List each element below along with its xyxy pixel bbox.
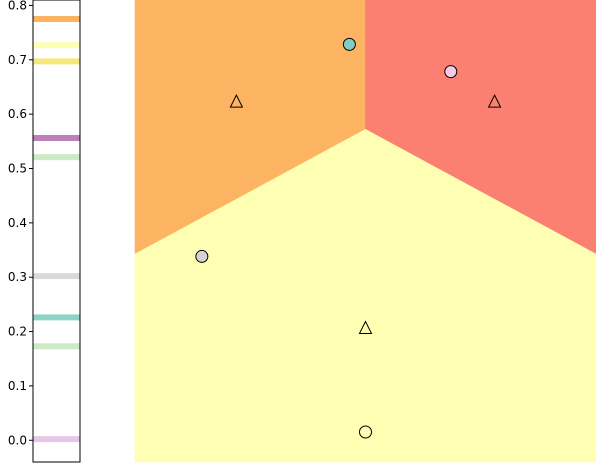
triangle-marker	[487, 93, 502, 108]
region-red	[365, 0, 596, 255]
region-fills	[134, 0, 596, 463]
strip-y-ticks: 0.0 0.1 0.2 0.3 0.4 0.5 0.6 0.7 0.8	[8, 0, 33, 447]
markers	[195, 37, 502, 439]
y-tick-label: 0.4	[8, 216, 27, 230]
circle-marker	[195, 249, 209, 263]
y-tick-label: 0.8	[8, 0, 27, 12]
strip-lines	[33, 16, 80, 443]
decision-region-plot	[134, 0, 596, 463]
y-tick-label: 0.7	[8, 53, 27, 67]
y-tick-label: 0.1	[8, 379, 27, 393]
y-tick-label: 0.6	[8, 107, 27, 121]
circle-marker	[342, 37, 356, 51]
triangle-marker	[229, 93, 244, 108]
y-tick-label: 0.2	[8, 325, 27, 339]
triangle-marker	[358, 320, 373, 334]
y-tick-label: 0.5	[8, 161, 27, 175]
y-tick-label: 0.3	[8, 270, 27, 284]
circle-marker	[359, 425, 372, 439]
y-tick-label: 0.0	[8, 433, 27, 447]
region-yellow	[134, 129, 596, 463]
strip-axis: 0.0 0.1 0.2 0.3 0.4 0.5 0.6 0.7 0.8	[8, 0, 81, 463]
strip-frame	[32, 0, 81, 463]
circle-marker	[444, 65, 458, 79]
